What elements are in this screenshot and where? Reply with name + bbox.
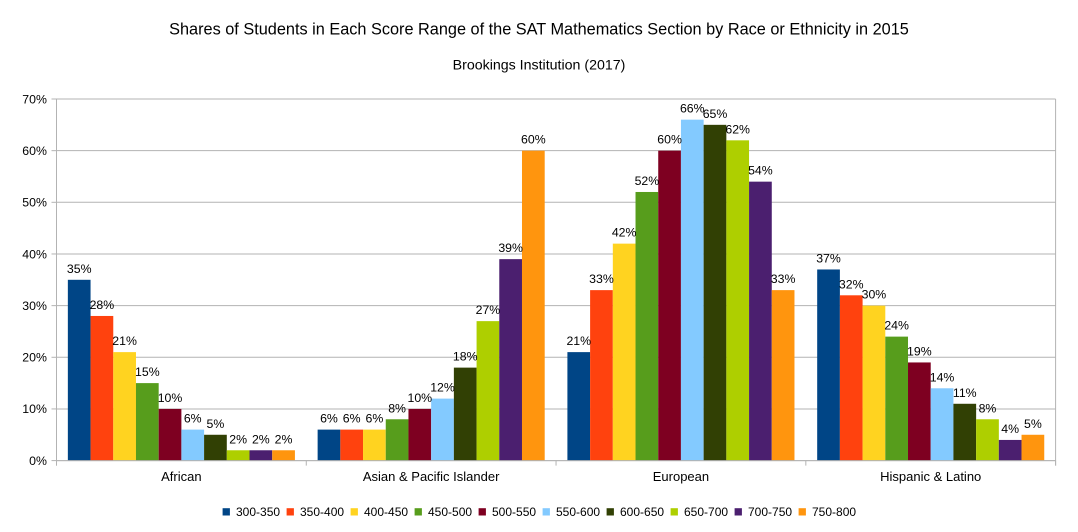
svg-text:European: European (653, 469, 709, 484)
svg-text:11%: 11% (953, 386, 977, 400)
svg-text:28%: 28% (90, 298, 115, 312)
svg-text:Shares of Students in Each Sco: Shares of Students in Each Score Range o… (169, 21, 909, 39)
svg-text:32%: 32% (839, 277, 864, 291)
svg-text:33%: 33% (771, 272, 796, 286)
svg-text:400-450: 400-450 (364, 505, 408, 519)
svg-text:African: African (161, 469, 201, 484)
svg-text:20%: 20% (22, 351, 47, 365)
svg-text:30%: 30% (862, 288, 887, 302)
svg-text:2%: 2% (252, 432, 270, 446)
svg-text:21%: 21% (112, 334, 137, 348)
svg-text:Hispanic & Latino: Hispanic & Latino (880, 469, 981, 484)
svg-text:35%: 35% (67, 262, 92, 276)
svg-text:600-650: 600-650 (620, 505, 664, 519)
svg-text:6%: 6% (343, 412, 361, 426)
svg-text:50%: 50% (22, 196, 47, 210)
svg-text:54%: 54% (748, 164, 773, 178)
svg-text:2%: 2% (229, 432, 247, 446)
svg-text:42%: 42% (612, 226, 637, 240)
svg-text:500-550: 500-550 (492, 505, 536, 519)
svg-text:6%: 6% (320, 412, 338, 426)
svg-text:24%: 24% (884, 319, 909, 333)
svg-text:5%: 5% (207, 417, 225, 431)
svg-text:15%: 15% (135, 365, 160, 379)
svg-text:8%: 8% (979, 401, 997, 415)
svg-text:37%: 37% (816, 251, 841, 265)
svg-text:60%: 60% (22, 144, 47, 158)
svg-text:52%: 52% (635, 174, 660, 188)
svg-text:5%: 5% (1024, 417, 1042, 431)
svg-text:700-750: 700-750 (748, 505, 792, 519)
svg-text:21%: 21% (566, 334, 591, 348)
svg-text:65%: 65% (703, 107, 728, 121)
svg-text:40%: 40% (22, 247, 47, 261)
svg-text:12%: 12% (430, 381, 455, 395)
svg-text:66%: 66% (680, 102, 705, 116)
svg-text:4%: 4% (1001, 422, 1019, 436)
svg-text:350-400: 350-400 (300, 505, 344, 519)
svg-text:0%: 0% (29, 454, 47, 468)
svg-text:750-800: 750-800 (812, 505, 856, 519)
svg-text:14%: 14% (930, 370, 955, 384)
svg-text:39%: 39% (498, 241, 523, 255)
svg-text:450-500: 450-500 (428, 505, 472, 519)
svg-text:30%: 30% (22, 299, 47, 313)
svg-text:300-350: 300-350 (236, 505, 280, 519)
svg-text:70%: 70% (22, 92, 47, 106)
svg-text:19%: 19% (907, 344, 932, 358)
svg-text:650-700: 650-700 (684, 505, 728, 519)
svg-text:6%: 6% (366, 412, 384, 426)
svg-text:Asian & Pacific Islander: Asian & Pacific Islander (363, 469, 500, 484)
svg-text:10%: 10% (158, 391, 183, 405)
svg-text:18%: 18% (453, 350, 478, 364)
svg-text:Brookings Institution (2017): Brookings Institution (2017) (453, 58, 626, 74)
svg-text:10%: 10% (407, 391, 432, 405)
svg-text:60%: 60% (521, 133, 546, 147)
svg-text:27%: 27% (476, 303, 501, 317)
svg-text:62%: 62% (725, 122, 750, 136)
svg-text:550-600: 550-600 (556, 505, 600, 519)
svg-text:6%: 6% (184, 412, 202, 426)
svg-text:10%: 10% (22, 402, 47, 416)
svg-text:2%: 2% (275, 432, 293, 446)
svg-text:33%: 33% (589, 272, 614, 286)
svg-text:60%: 60% (657, 133, 682, 147)
svg-text:8%: 8% (388, 401, 406, 415)
